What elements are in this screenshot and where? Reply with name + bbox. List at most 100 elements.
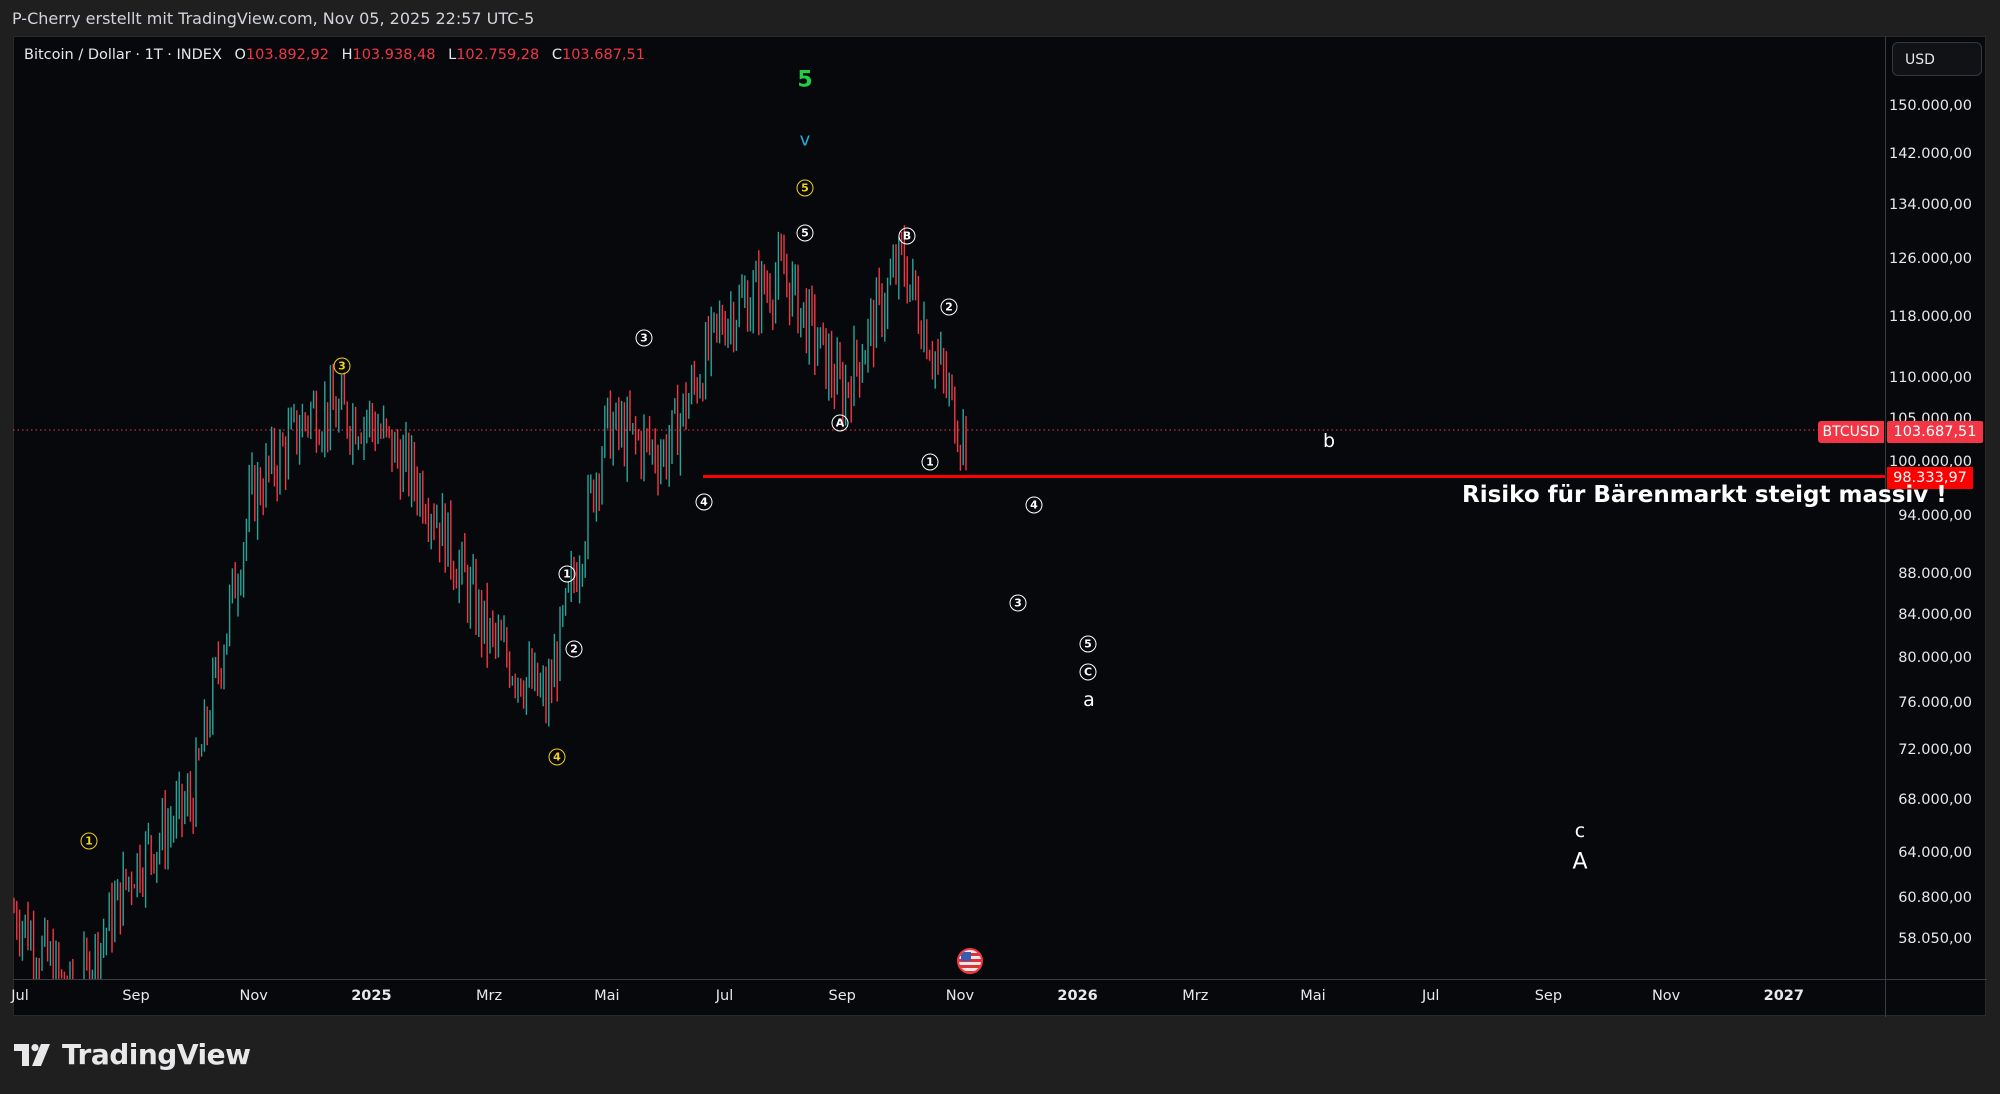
- wave-label[interactable]: 2: [940, 298, 958, 316]
- chart-pane[interactable]: [13, 36, 1885, 979]
- price-tick-label: 64.000,00: [1898, 845, 1972, 862]
- price-tick-label: 100.000,00: [1888, 453, 1972, 470]
- wave-label[interactable]: c: [1575, 820, 1585, 842]
- wave-label-text: b: [1322, 430, 1336, 452]
- price-tick-label: 118.000,00: [1888, 308, 1972, 325]
- time-tick-label: Sep: [828, 988, 856, 1004]
- wave-label[interactable]: b: [1323, 430, 1335, 452]
- price-tick-label: 94.000,00: [1898, 508, 1972, 525]
- wave-label[interactable]: C: [1079, 663, 1097, 681]
- wave-label-text: 5: [796, 224, 814, 242]
- time-tick-label: Nov: [239, 988, 268, 1004]
- wave-label-text: 5: [797, 67, 813, 93]
- price-bars: [13, 225, 1885, 979]
- wave-label-text: 5: [796, 179, 814, 197]
- time-tick-label: Mrz: [476, 988, 503, 1004]
- price-tick-label: 126.000,00: [1888, 250, 1972, 267]
- wave-label[interactable]: A: [1572, 850, 1587, 875]
- time-tick-label: Mrz: [1182, 988, 1209, 1004]
- wave-label[interactable]: 1: [921, 453, 939, 471]
- chart-frame: [13, 36, 1986, 1016]
- time-axis[interactable]: [13, 979, 1885, 1017]
- wave-label-text: v: [799, 129, 811, 151]
- wave-label[interactable]: 5: [796, 224, 814, 242]
- time-tick-label: 2027: [1763, 988, 1804, 1004]
- time-tick-label: Nov: [1651, 988, 1681, 1004]
- wave-label[interactable]: 1: [558, 565, 576, 583]
- wave-label-text: 1: [558, 565, 576, 583]
- price-tick-label: 110.000,00: [1888, 370, 1972, 387]
- time-tick-label: Nov: [945, 988, 975, 1004]
- time-tick-label: Jul: [715, 988, 734, 1004]
- wave-label[interactable]: 3: [333, 357, 351, 375]
- logo-text: TradingView: [62, 1038, 251, 1071]
- wave-label[interactable]: 1: [80, 832, 98, 850]
- high-label: H: [341, 47, 353, 63]
- price-tick-label: 88.000,00: [1898, 565, 1972, 582]
- wave-label-text: 1: [80, 832, 98, 850]
- tradingview-logo-icon: [14, 1043, 50, 1066]
- symbol-title[interactable]: Bitcoin / Dollar · 1T · INDEX: [24, 47, 222, 63]
- tradingview-logo: TradingView: [14, 1038, 251, 1071]
- wave-label-text: C: [1079, 663, 1097, 681]
- close-value: 103.687,51: [561, 47, 645, 63]
- wave-label-text: 3: [333, 357, 351, 375]
- wave-label-text: a: [1083, 689, 1095, 711]
- annotation-text[interactable]: Risiko für Bärenmarkt steigt massiv !: [1462, 482, 1947, 508]
- wave-label[interactable]: 3: [1009, 594, 1027, 612]
- time-tick-label: Sep: [1534, 988, 1563, 1004]
- time-tick-label: Jul: [11, 988, 29, 1004]
- price-tick-label: 72.000,00: [1898, 742, 1972, 759]
- wave-label[interactable]: v: [800, 130, 811, 151]
- wave-label[interactable]: 5: [797, 68, 812, 93]
- wave-label-text: 2: [565, 640, 583, 658]
- wave-label[interactable]: a: [1083, 689, 1095, 711]
- low-value: 102.759,28: [456, 47, 540, 63]
- wave-label[interactable]: 4: [548, 748, 566, 766]
- price-axis[interactable]: [1885, 36, 1987, 979]
- wave-label-text: 3: [1009, 594, 1027, 612]
- wave-label[interactable]: 3: [635, 329, 653, 347]
- time-tick-label: Sep: [122, 988, 150, 1004]
- wave-label-text: 4: [695, 493, 713, 511]
- wave-label-text: 4: [1025, 496, 1043, 514]
- open-value: 103.892,92: [245, 47, 329, 63]
- time-tick-label: 2025: [351, 988, 392, 1004]
- wave-label-text: 4: [548, 748, 566, 766]
- price-tick-label: 142.000,00: [1888, 146, 1972, 163]
- price-tick-label: 150.000,00: [1888, 98, 1972, 114]
- price-tick-label: 134.000,00: [1888, 196, 1972, 213]
- axis-corner: [1885, 979, 1987, 1017]
- level-price-badge: 98.333,97: [1887, 467, 1973, 489]
- price-tick-label: 60.800,00: [1898, 890, 1972, 907]
- wave-label-text: 2: [940, 298, 958, 316]
- symbol-price-badge: BTCUSD: [1818, 421, 1884, 443]
- wave-label-text: B: [898, 227, 916, 245]
- wave-label[interactable]: 4: [1025, 496, 1043, 514]
- wave-label-text: 1: [921, 453, 939, 471]
- wave-label[interactable]: 5: [796, 179, 814, 197]
- close-label: C: [551, 47, 562, 63]
- us-flag-event-icon[interactable]: [957, 948, 983, 974]
- time-tick-label: Jul: [1421, 988, 1440, 1004]
- price-tick-label: 84.000,00: [1898, 606, 1972, 623]
- wave-label[interactable]: 4: [695, 493, 713, 511]
- time-tick-label: 2026: [1057, 988, 1098, 1004]
- price-tick-label: 68.000,00: [1898, 792, 1972, 809]
- open-label: O: [234, 47, 246, 63]
- low-label: L: [448, 47, 457, 63]
- wave-label[interactable]: A: [831, 414, 849, 432]
- currency-button[interactable]: USD: [1892, 42, 1982, 76]
- chart-credit: P-Cherry erstellt mit TradingView.com, N…: [12, 9, 535, 28]
- wave-label[interactable]: B: [898, 227, 916, 245]
- time-tick-label: Mai: [1300, 988, 1326, 1004]
- price-tick-label: 76.000,00: [1898, 694, 1972, 711]
- last-price-badge: 103.687,51: [1887, 421, 1983, 443]
- wave-label[interactable]: 2: [565, 640, 583, 658]
- wave-label-text: c: [1574, 820, 1586, 842]
- wave-label[interactable]: 5: [1079, 635, 1097, 653]
- high-value: 103.938,48: [352, 47, 436, 63]
- symbol-legend: Bitcoin / Dollar · 1T · INDEX O103.892,9…: [24, 47, 645, 63]
- wave-label-text: 3: [635, 329, 653, 347]
- price-tick-label: 58.050,00: [1898, 931, 1972, 947]
